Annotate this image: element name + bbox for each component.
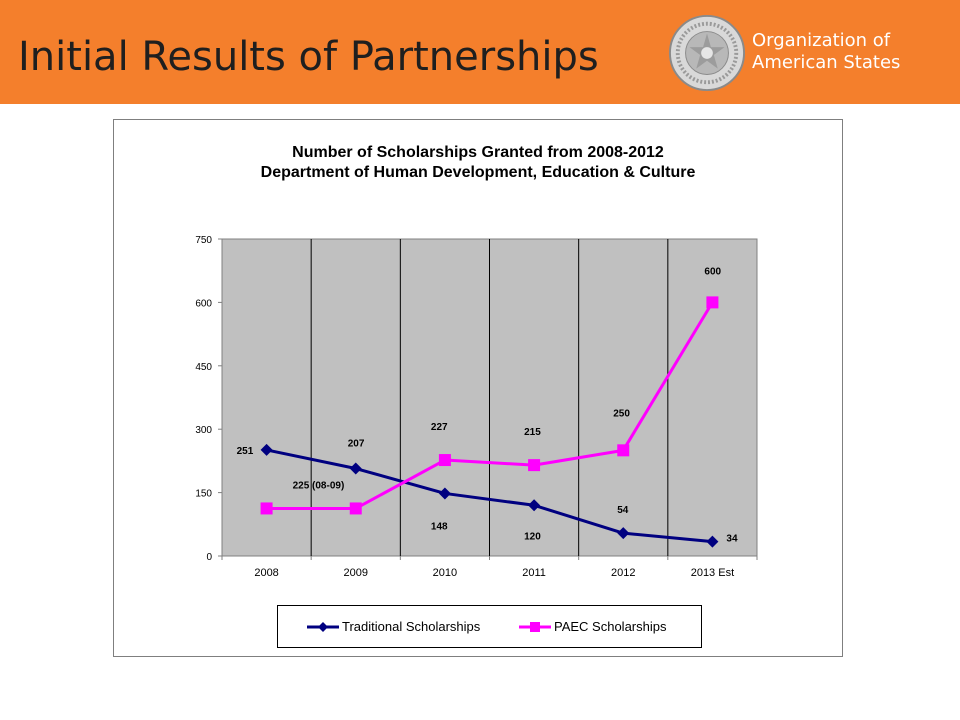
title-banner (0, 0, 960, 104)
data-point-traditional (706, 535, 719, 548)
data-label-traditional: 148 (431, 521, 448, 532)
data-point-traditional (260, 443, 273, 456)
data-label-traditional: 207 (348, 439, 365, 450)
x-tick-label: 2013 Est (691, 567, 734, 579)
x-tick-label: 2012 (611, 567, 635, 579)
data-label-traditional: 251 (237, 446, 254, 457)
line-chart: 0 150 300 450 600 750 2008 2009 2010 2011 2012 2013… (195, 235, 758, 579)
x-tick-label: 2008 (254, 567, 278, 579)
data-point-traditional (528, 499, 541, 512)
legend-label-paec: PAEC Scholarships (554, 619, 667, 634)
org-name-line-1: Organization of (752, 30, 891, 51)
data-label-paec: 600 (704, 266, 721, 277)
y-tick-label: 450 (195, 362, 212, 373)
data-label-traditional: 54 (617, 505, 629, 516)
chart-legend: Traditional Scholarships PAEC Scholarshi… (277, 605, 702, 648)
data-label-traditional: 34 (726, 534, 738, 545)
legend-label-traditional: Traditional Scholarships (342, 619, 481, 634)
chart-subtitle: Department of Human Development, Educati… (260, 164, 696, 181)
legend-marker-diamond-icon (307, 621, 339, 632)
data-point-paec (617, 444, 630, 457)
org-name-line-2: American States (752, 52, 901, 73)
y-tick-label: 750 (195, 235, 212, 246)
data-point-paec (438, 454, 451, 467)
x-tick-label: 2009 (344, 567, 368, 579)
organization-name: Organization of American States (752, 30, 900, 74)
y-tick-label: 0 (206, 552, 212, 563)
data-point-paec (349, 502, 362, 515)
legend-item-traditional: Traditional Scholarships (306, 606, 480, 647)
data-label-paec: 227 (431, 422, 448, 433)
data-point-paec (528, 459, 541, 472)
chart-title: Number of Scholarships Granted from 2008… (292, 144, 664, 161)
chart-frame: Number of Scholarships Granted from 2008… (113, 119, 843, 657)
data-point-traditional (349, 462, 362, 475)
x-tick-label: 2010 (433, 567, 457, 579)
y-tick-label: 600 (195, 298, 212, 309)
series-line-paec (266, 301, 714, 510)
data-point-traditional (617, 527, 630, 540)
data-label-paec: 225 (08-09) (293, 480, 345, 491)
legend-item-paec: PAEC Scholarships (518, 606, 666, 647)
slide-title: Initial Results of Partnerships (18, 34, 599, 80)
data-label-traditional: 120 (524, 531, 541, 542)
data-point-paec (706, 296, 719, 309)
y-tick-label: 150 (195, 489, 212, 500)
series-line-traditional (266, 448, 713, 544)
legend-marker-square-icon (519, 621, 551, 632)
y-tick-label: 300 (195, 425, 212, 436)
data-point-traditional (438, 487, 451, 500)
data-point-paec (260, 502, 273, 515)
data-label-paec: 250 (613, 408, 630, 419)
data-label-paec: 215 (524, 427, 541, 438)
x-tick-label: 2011 (522, 567, 546, 579)
oas-seal-logo-icon (668, 14, 746, 92)
